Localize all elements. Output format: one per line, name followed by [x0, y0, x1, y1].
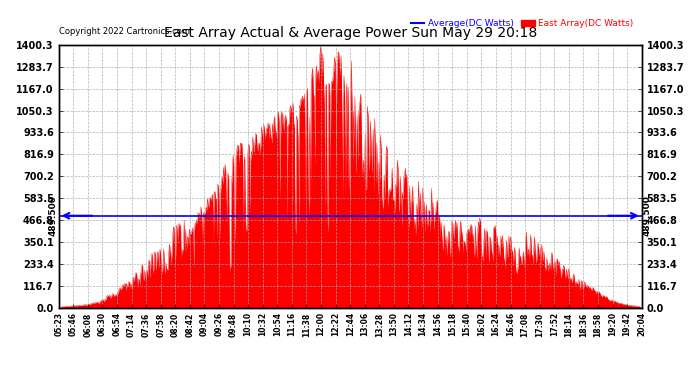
Legend: Average(DC Watts), East Array(DC Watts): Average(DC Watts), East Array(DC Watts)	[407, 15, 637, 32]
Title: East Array Actual & Average Power Sun May 29 20:18: East Array Actual & Average Power Sun Ma…	[164, 26, 537, 40]
Text: Copyright 2022 Cartronics.com: Copyright 2022 Cartronics.com	[59, 27, 190, 36]
Text: 489.500: 489.500	[48, 195, 57, 236]
Text: 489.500: 489.500	[643, 195, 652, 236]
